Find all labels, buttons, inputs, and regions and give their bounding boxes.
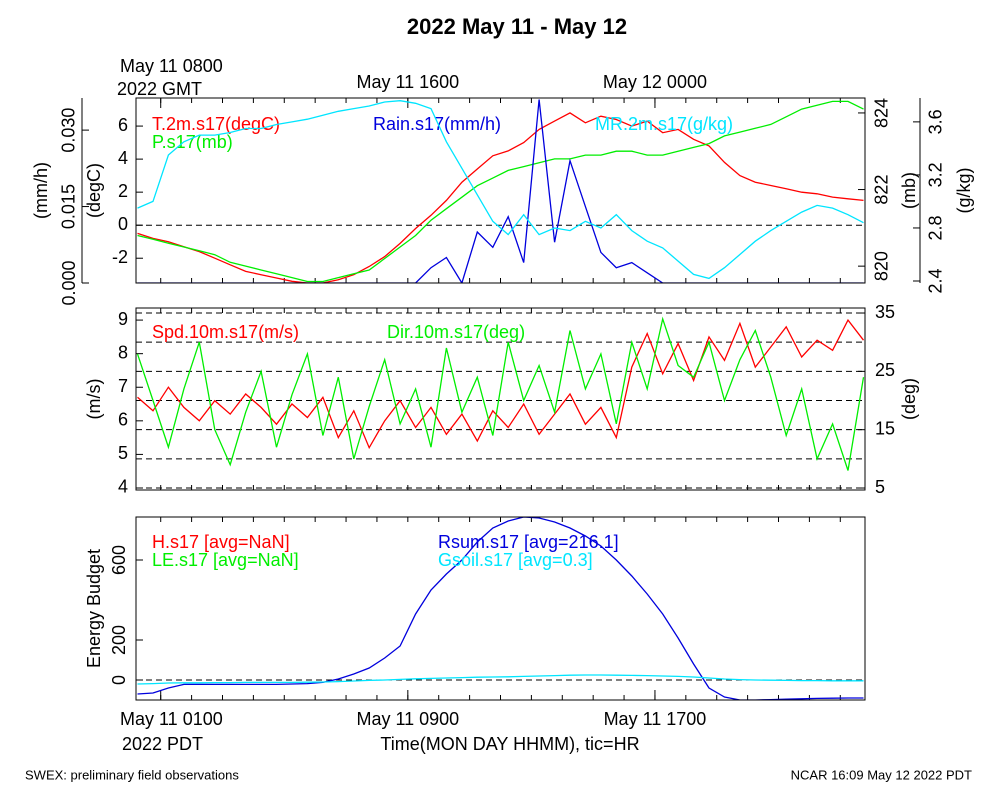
y-tick-label: 0: [118, 214, 128, 234]
y-tick-label: 824: [872, 98, 892, 128]
series-line: [137, 100, 864, 283]
y-tick-label: 2.4: [926, 268, 946, 293]
series-line: [137, 100, 864, 280]
legend-entry: Gsoil.s17 [avg=0.3]: [438, 550, 593, 570]
y-axis-title: Energy Budget: [84, 549, 104, 668]
y-axis-title: (m/s): [84, 379, 104, 420]
plot-frame: [135, 307, 866, 491]
y-tick-label: 3.6: [926, 109, 946, 134]
plot-frame: [135, 97, 866, 284]
y-tick-label: 6: [118, 115, 128, 135]
y-axis-title: (g/kg): [954, 167, 974, 213]
y-axis-title: (mm/h): [31, 162, 51, 219]
x-tick-sublabel: 2022 PDT: [122, 734, 203, 754]
chart-title: 2022 May 11 - May 12: [407, 14, 627, 39]
x-axis-title: Time(MON DAY HHMM), tic=HR: [380, 734, 639, 754]
y-tick-label: 5: [118, 443, 128, 463]
legend-entry: Rain.s17(mm/h): [373, 114, 501, 134]
x-tick-label: May 11 1700: [604, 709, 707, 729]
y-tick-label: 3.2: [926, 162, 946, 187]
x-tick-label: May 11 0900: [356, 709, 459, 729]
y-tick-label: -2: [112, 247, 128, 267]
legend-entry: Spd.10m.s17(m/s): [152, 322, 299, 342]
y-tick-label: 4: [118, 148, 128, 168]
legend-entry: Dir.10m.s17(deg): [387, 322, 525, 342]
series-line: [137, 674, 864, 685]
y-tick-label: 600: [109, 545, 129, 575]
x-tick-sublabel: 2022 GMT: [117, 79, 202, 99]
y-tick-label: 822: [872, 175, 892, 205]
series-line: [137, 318, 865, 450]
y-tick-label: 0.015: [59, 184, 79, 229]
x-tick-label: May 11 0100: [120, 709, 223, 729]
footer-left: SWEX: preliminary field observations: [25, 767, 239, 782]
y-axis-title: (degC): [84, 163, 104, 218]
y-tick-label: 7: [118, 376, 128, 396]
legend-entry: Rsum.s17 [avg=216.1]: [438, 532, 619, 552]
legend-entry: T.2m.s17(degC): [152, 114, 280, 134]
x-tick-label: May 11 1600: [356, 72, 459, 92]
y-tick-label: 35: [875, 302, 895, 322]
plot-frame: [135, 516, 866, 701]
y-tick-label: 0: [109, 675, 129, 685]
y-tick-label: 0.000: [59, 260, 79, 305]
series-line: [137, 517, 864, 700]
y-axis-title: (mb): [899, 172, 919, 209]
series-line: [136, 316, 865, 471]
y-tick-label: 9: [118, 309, 128, 329]
y-tick-label: 200: [109, 625, 129, 655]
y-tick-label: 5: [875, 477, 885, 497]
footer-right: NCAR 16:09 May 12 2022 PDT: [791, 767, 972, 782]
y-tick-label: 25: [875, 360, 895, 380]
y-tick-label: 0.030: [59, 108, 79, 153]
legend-entry: MR.2m.s17(g/kg): [595, 114, 733, 134]
legend-entry: H.s17 [avg=NaN]: [152, 532, 290, 552]
y-axis-title: (deg): [899, 378, 919, 420]
y-tick-label: 2.8: [926, 215, 946, 240]
legend-entry: P.s17(mb): [152, 132, 233, 152]
x-tick-label: May 12 0000: [603, 72, 707, 92]
y-tick-label: 4: [118, 477, 128, 497]
y-tick-label: 820: [872, 251, 892, 281]
x-tick-label: May 11 0800: [120, 56, 223, 76]
series-line: [137, 99, 864, 283]
legend-entry: LE.s17 [avg=NaN]: [152, 550, 299, 570]
y-tick-label: 8: [118, 342, 128, 362]
y-tick-label: 2: [118, 181, 128, 201]
y-tick-label: 6: [118, 410, 128, 430]
series-line: [137, 112, 864, 283]
y-tick-label: 15: [875, 418, 895, 438]
